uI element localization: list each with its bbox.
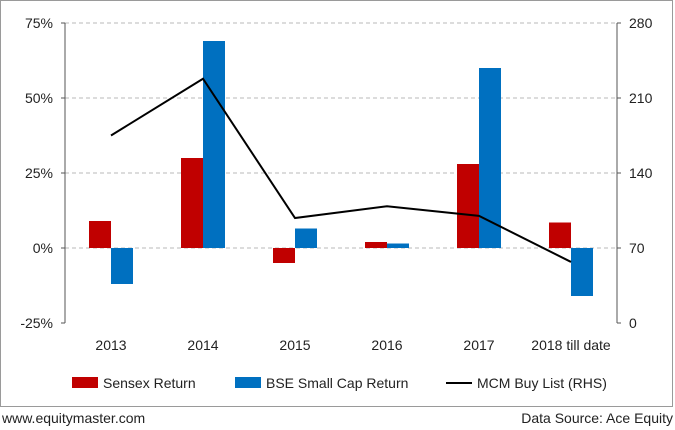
x-tick-label: 2016 [371, 337, 402, 353]
bar-bse-small-cap-return [479, 68, 501, 248]
x-tick-label: 2014 [187, 337, 218, 353]
bar-sensex-return [273, 248, 295, 263]
bar-sensex-return [365, 242, 387, 248]
y-left-tick-label: 25% [25, 165, 53, 181]
y-right-tick-label: 280 [629, 15, 653, 31]
x-tick-label: 2013 [95, 337, 126, 353]
data-source: Data Source: Ace Equity [521, 410, 673, 426]
x-tick-label: 2015 [279, 337, 310, 353]
y-left-tick-label: 0% [33, 240, 53, 256]
y-right-tick-label: 70 [629, 240, 645, 256]
y-right-tick-label: 0 [629, 315, 637, 331]
bar-sensex-return [181, 158, 203, 248]
legend-swatch [72, 377, 98, 388]
y-left-tick-label: -25% [20, 315, 53, 331]
bar-sensex-return [89, 221, 111, 248]
chart-frame [0, 0, 673, 407]
bar-sensex-return [457, 164, 479, 248]
line-mcm-buy-list [110, 77, 572, 263]
x-tick-label: 2017 [463, 337, 494, 353]
x-tick-label: 2018 till date [531, 337, 611, 353]
bar-bse-small-cap-return [111, 248, 133, 284]
legend-label: MCM Buy List (RHS) [477, 375, 607, 391]
legend-label: Sensex Return [103, 375, 196, 391]
y-right-tick-label: 140 [629, 165, 653, 181]
bar-sensex-return [549, 222, 571, 248]
bar-bse-small-cap-return [571, 248, 593, 296]
bar-bse-small-cap-return [203, 41, 225, 248]
bar-bse-small-cap-return [387, 243, 409, 248]
legend-label: BSE Small Cap Return [266, 375, 408, 391]
website-credit: www.equitymaster.com [2, 410, 146, 426]
y-right-tick-label: 210 [629, 90, 653, 106]
combo-chart: -25% 0% 25% 50% 75% 0 70 140 210 280 2013 2014 2015 2… [20, 15, 653, 391]
legend-swatch [235, 377, 261, 388]
y-left-tick-label: 50% [25, 90, 53, 106]
y-left-tick-label: 75% [25, 15, 53, 31]
bar-bse-small-cap-return [295, 228, 317, 248]
